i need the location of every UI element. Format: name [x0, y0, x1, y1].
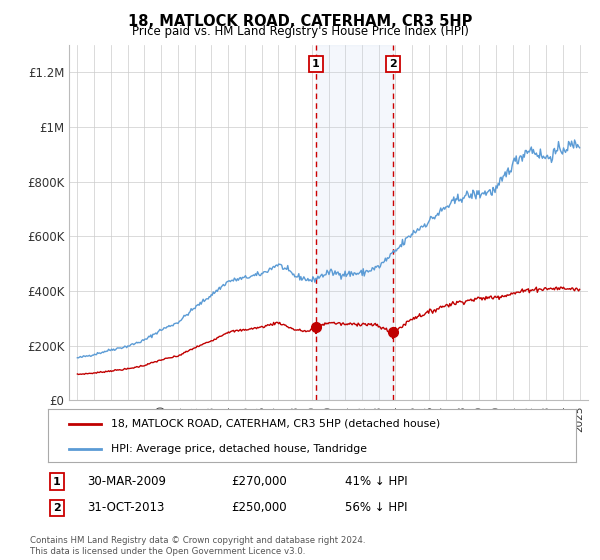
Text: 18, MATLOCK ROAD, CATERHAM, CR3 5HP (detached house): 18, MATLOCK ROAD, CATERHAM, CR3 5HP (det…: [112, 419, 440, 429]
Text: 1: 1: [53, 477, 61, 487]
Text: 2: 2: [53, 503, 61, 513]
Text: 31-OCT-2013: 31-OCT-2013: [87, 501, 164, 515]
Text: Contains HM Land Registry data © Crown copyright and database right 2024.
This d: Contains HM Land Registry data © Crown c…: [30, 536, 365, 556]
Text: 1: 1: [312, 59, 320, 69]
Text: Price paid vs. HM Land Registry's House Price Index (HPI): Price paid vs. HM Land Registry's House …: [131, 25, 469, 38]
Bar: [316, 45, 392, 400]
Text: 30-MAR-2009: 30-MAR-2009: [87, 475, 166, 488]
Text: £270,000: £270,000: [231, 475, 287, 488]
Text: 56% ↓ HPI: 56% ↓ HPI: [345, 501, 407, 515]
Text: £250,000: £250,000: [231, 501, 287, 515]
Text: 41% ↓ HPI: 41% ↓ HPI: [345, 475, 407, 488]
Text: HPI: Average price, detached house, Tandridge: HPI: Average price, detached house, Tand…: [112, 444, 367, 454]
Text: 2: 2: [389, 59, 397, 69]
Text: 18, MATLOCK ROAD, CATERHAM, CR3 5HP: 18, MATLOCK ROAD, CATERHAM, CR3 5HP: [128, 14, 472, 29]
